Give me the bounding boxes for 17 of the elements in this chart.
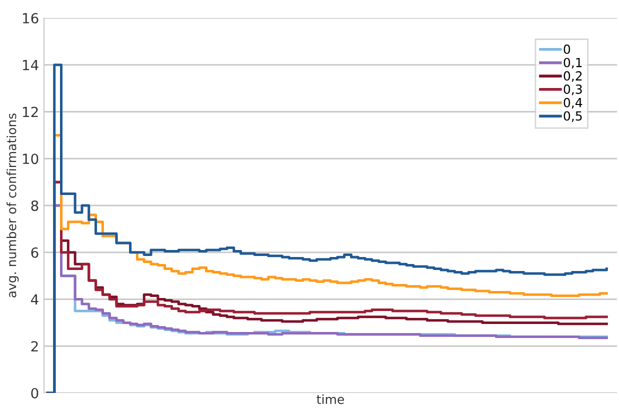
y-tick-label: 4 xyxy=(30,294,38,305)
legend-label: 0 xyxy=(564,44,570,54)
y-axis-title: avg. number of confirmations xyxy=(6,113,19,298)
x-axis-title: time xyxy=(316,394,344,404)
y-tick-label: 0 xyxy=(31,388,38,398)
y-tick-label: 12 xyxy=(22,106,38,118)
legend-label: 0,5 xyxy=(564,111,582,122)
y-tick-label: 14 xyxy=(22,60,38,70)
legend-label: 0,2 xyxy=(564,71,582,82)
y-tick-label: 10 xyxy=(22,154,38,164)
legend-label: 0,3 xyxy=(564,84,582,96)
y-tick-label: 16 xyxy=(22,12,38,24)
y-tick-label: 6 xyxy=(31,247,38,258)
legend-label: 0,1 xyxy=(564,58,582,69)
legend-label: 0,4 xyxy=(564,98,582,109)
y-tick-label: 2 xyxy=(31,341,38,352)
y-tick-label: 8 xyxy=(31,200,38,211)
